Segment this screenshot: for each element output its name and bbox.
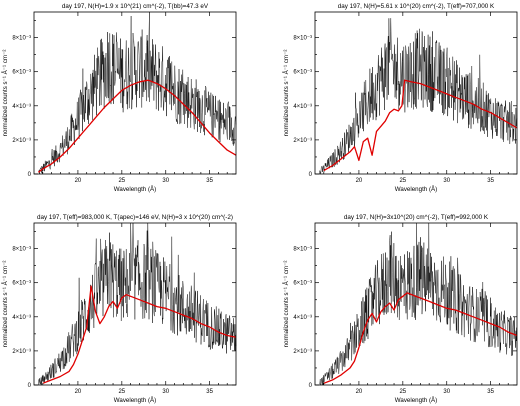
y-axis-label: normalized counts s⁻¹ Å⁻¹ cm⁻² <box>283 50 290 137</box>
x-tick-label: 20 <box>356 178 363 184</box>
x-axis-label: Wavelength (Å) <box>114 186 156 193</box>
y-tick-label: 6×10⁻³ <box>293 281 312 287</box>
x-tick-label: 30 <box>162 389 169 395</box>
y-tick-label: 0 <box>309 172 313 178</box>
y-tick-label: 4×10⁻³ <box>293 315 312 321</box>
model-series-line <box>323 292 518 384</box>
x-axis-label: Wavelength (Å) <box>114 397 156 404</box>
x-tick-label: 35 <box>206 178 213 184</box>
x-tick-label: 20 <box>75 178 82 184</box>
y-tick-label: 2×10⁻³ <box>293 138 312 144</box>
model-series-line <box>323 79 518 172</box>
x-tick-label: 35 <box>487 178 494 184</box>
y-tick-label: 6×10⁻³ <box>12 70 31 76</box>
y-tick-label: 2×10⁻³ <box>12 349 31 355</box>
y-axis-label: normalized counts s⁻¹ Å⁻¹ cm⁻² <box>2 261 9 348</box>
x-tick-label: 35 <box>487 389 494 395</box>
x-axis-label: Wavelength (Å) <box>395 397 437 404</box>
y-tick-label: 8×10⁻³ <box>12 36 31 42</box>
chart-title: day 197, T(eff)=983,000 K, T(apec)=146 e… <box>37 214 233 221</box>
y-tick-label: 6×10⁻³ <box>293 70 312 76</box>
model-series-line <box>42 285 237 384</box>
x-tick-label: 25 <box>118 389 125 395</box>
y-tick-label: 8×10⁻³ <box>293 36 312 42</box>
x-tick-label: 30 <box>443 178 450 184</box>
chart-panel-4: day 197, N(H)=3x10^(20) cm^(-2), T(eff)=… <box>283 214 518 404</box>
y-tick-label: 8×10⁻³ <box>12 247 31 253</box>
chart-panel-2: day 197, N(H)=5.61 x 10^(20) cm^(-2), T(… <box>283 3 518 193</box>
chart-title: day 197, N(H)=5.61 x 10^(20) cm^(-2), T(… <box>338 3 495 10</box>
data-series-line <box>319 222 518 386</box>
x-tick-label: 25 <box>118 178 125 184</box>
y-tick-label: 2×10⁻³ <box>293 349 312 355</box>
y-tick-label: 2×10⁻³ <box>12 138 31 144</box>
model-series-line <box>38 79 237 173</box>
plot-frame <box>33 11 237 175</box>
plot-frame <box>314 11 518 175</box>
y-tick-label: 8×10⁻³ <box>293 247 312 253</box>
x-tick-label: 35 <box>206 389 213 395</box>
data-series-line <box>38 11 237 175</box>
x-axis-label: Wavelength (Å) <box>395 186 437 193</box>
plot-frame <box>33 222 237 386</box>
y-tick-label: 0 <box>309 383 313 389</box>
x-tick-label: 20 <box>356 389 363 395</box>
y-axis-label: normalized counts s⁻¹ Å⁻¹ cm⁻² <box>2 50 9 137</box>
x-tick-label: 25 <box>399 178 406 184</box>
chart-panel-1: day 197, N(H)=1.9 x 10^(21) cm^(-2), T(b… <box>2 3 237 193</box>
y-tick-label: 0 <box>28 172 32 178</box>
x-tick-label: 30 <box>443 389 450 395</box>
chart-panel-3: day 197, T(eff)=983,000 K, T(apec)=146 e… <box>2 214 237 404</box>
y-tick-label: 4×10⁻³ <box>293 104 312 110</box>
x-tick-label: 25 <box>399 389 406 395</box>
chart-title: day 197, N(H)=1.9 x 10^(21) cm^(-2), T(b… <box>62 3 209 10</box>
y-tick-label: 0 <box>28 383 32 389</box>
y-tick-label: 4×10⁻³ <box>12 315 31 321</box>
data-series-line <box>319 18 518 175</box>
y-axis-label: normalized counts s⁻¹ Å⁻¹ cm⁻² <box>283 261 290 348</box>
chart-title: day 197, N(H)=3x10^(20) cm^(-2), T(eff)=… <box>344 214 489 221</box>
y-tick-label: 6×10⁻³ <box>12 281 31 287</box>
plot-frame <box>314 222 518 386</box>
data-series-line <box>38 222 237 386</box>
x-tick-label: 30 <box>162 178 169 184</box>
x-tick-label: 20 <box>75 389 82 395</box>
y-tick-label: 4×10⁻³ <box>12 104 31 110</box>
